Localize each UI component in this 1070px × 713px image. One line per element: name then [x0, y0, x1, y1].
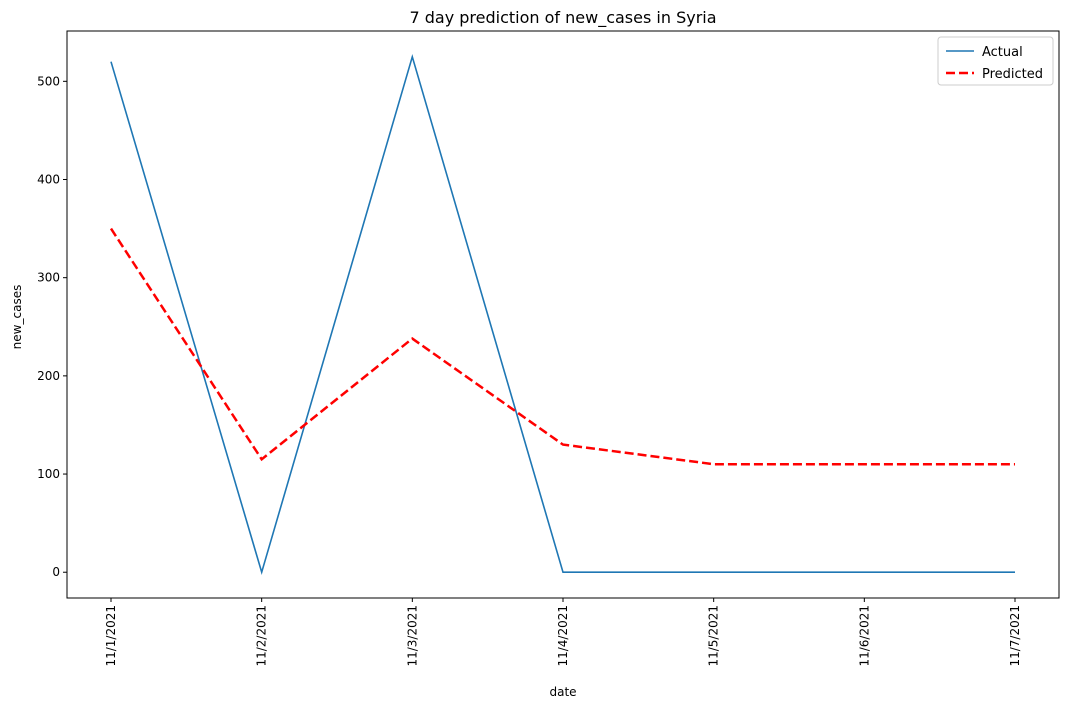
- series-line-predicted: [111, 229, 1015, 465]
- legend-label-actual: Actual: [982, 45, 1023, 60]
- x-tick-label: 11/3/2021: [405, 605, 419, 667]
- x-tick-label: 11/7/2021: [1008, 605, 1022, 667]
- y-tick-label: 0: [52, 565, 60, 579]
- y-tick-label: 300: [37, 271, 60, 285]
- y-tick-label: 200: [37, 369, 60, 383]
- x-tick-label: 11/2/2021: [255, 605, 269, 667]
- y-tick-label: 400: [37, 173, 60, 187]
- plot-area: 0 100 200 300 400 500 11/1/2021 11/2/2021 11/3/2…: [37, 31, 1059, 667]
- x-axis-label: date: [549, 685, 576, 699]
- y-axis-label: new_cases: [10, 285, 24, 350]
- plot-frame: [67, 31, 1059, 598]
- legend-label-predicted: Predicted: [982, 67, 1043, 82]
- x-tick-label: 11/6/2021: [857, 605, 871, 667]
- x-tick-label: 11/5/2021: [707, 605, 721, 667]
- y-tick-label: 500: [37, 74, 60, 88]
- y-tick-label: 100: [37, 467, 60, 481]
- legend: Actual Predicted: [938, 37, 1053, 85]
- chart-title: 7 day prediction of new_cases in Syria: [409, 8, 716, 28]
- x-tick-label: 11/4/2021: [556, 605, 570, 667]
- x-tick-label: 11/1/2021: [104, 605, 118, 667]
- series-line-actual: [111, 57, 1015, 572]
